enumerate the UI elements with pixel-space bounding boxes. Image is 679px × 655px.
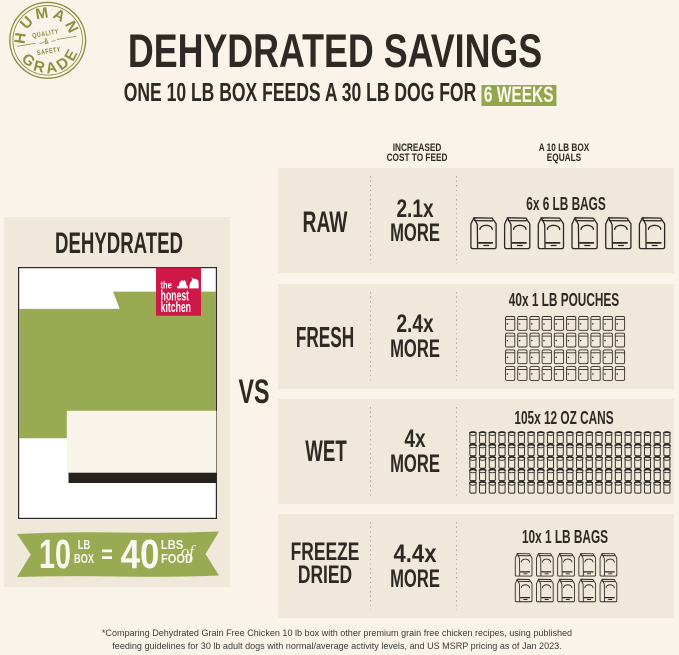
svg-text:&: &	[43, 37, 49, 47]
svg-text:SAFETY: SAFETY	[36, 46, 61, 58]
svg-text:the: the	[160, 279, 171, 290]
svg-text:kitchen: kitchen	[160, 298, 190, 315]
svg-text:honest: honest	[160, 287, 188, 304]
